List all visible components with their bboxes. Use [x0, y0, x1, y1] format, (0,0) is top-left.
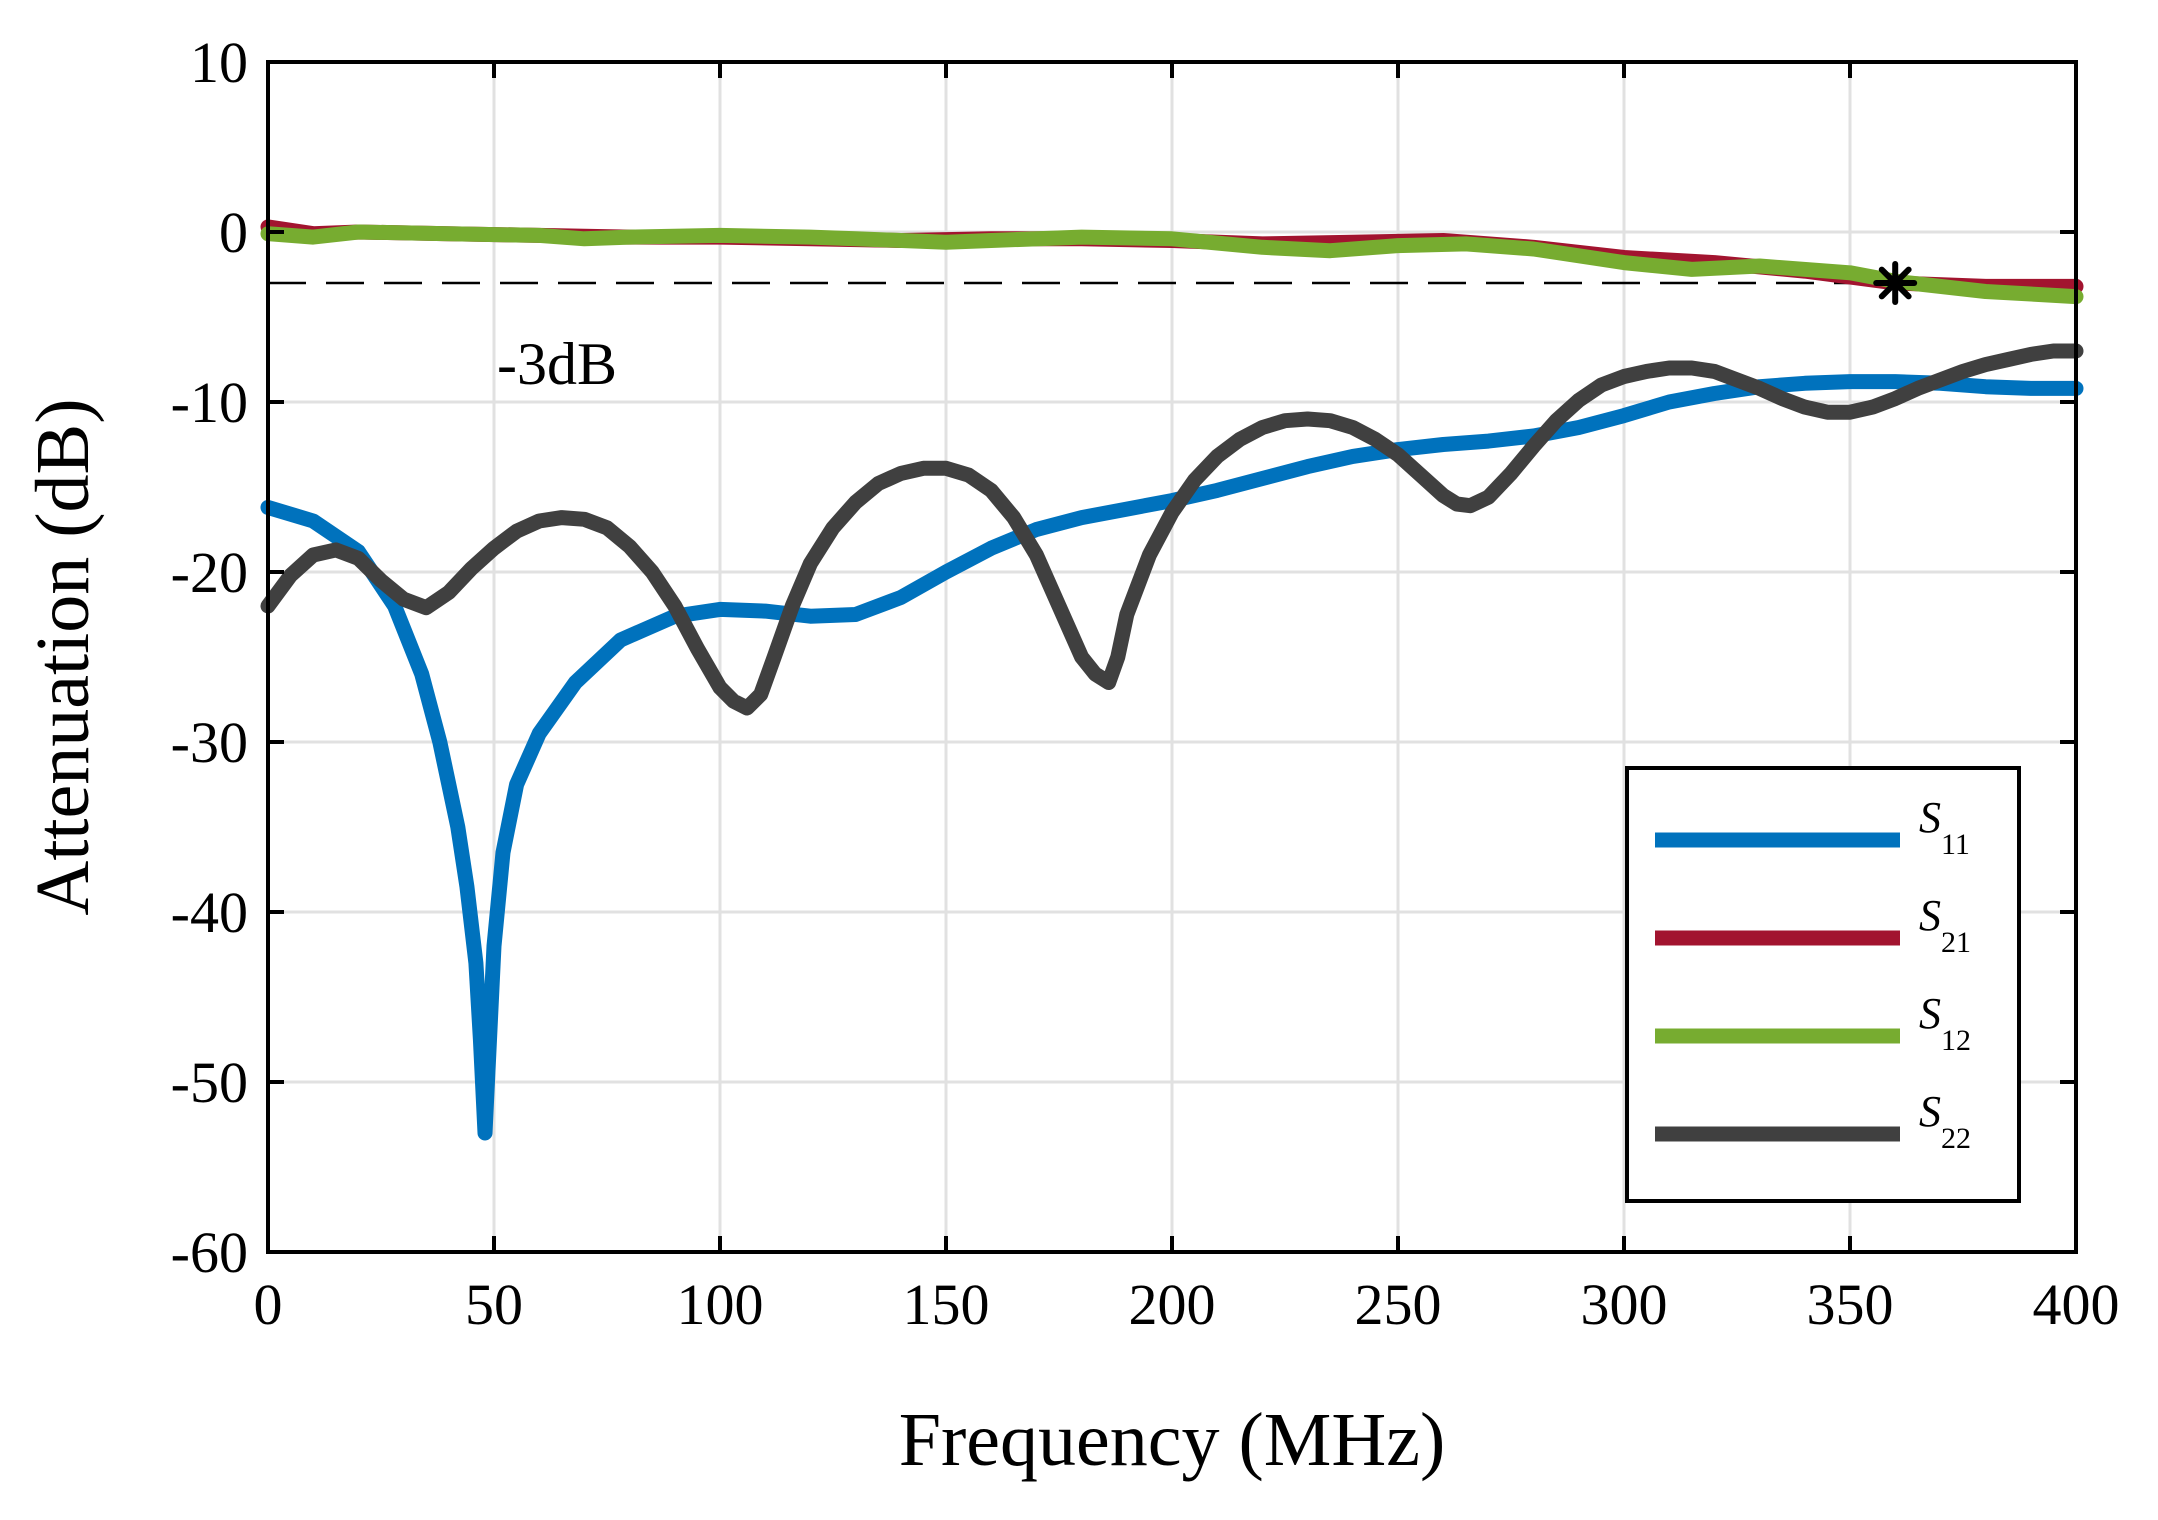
legend-symbol: S — [1919, 989, 1941, 1038]
series-layer — [260, 219, 2084, 1141]
labels-layer: 0 50 100 150 200 250 300 350 400100-10-20-30-40-… — [21, 30, 2120, 1482]
y-tick-label: -50 — [171, 1050, 248, 1115]
axes-layer — [266, 60, 2078, 1254]
y-axis-title: Attenuation (dB) — [21, 398, 105, 915]
x-tick-label: 300 — [1581, 1272, 1668, 1337]
legend-subscript: 22 — [1941, 1122, 1971, 1155]
series-line-s22 — [260, 343, 2084, 716]
x-tick-label: 50 — [465, 1272, 523, 1337]
x-tick-label: 200 — [1129, 1272, 1216, 1337]
x-axis-title: Frequency (MHz) — [899, 1398, 1446, 1482]
legend-subscript: 12 — [1941, 1024, 1971, 1057]
marker-stroke — [1878, 266, 1912, 300]
legend-symbol: S — [1919, 793, 1941, 842]
x-tick-label: 400 — [2033, 1272, 2120, 1337]
legend-symbol: S — [1919, 1087, 1941, 1136]
series-line-s11 — [260, 374, 2084, 1141]
y-tick-label: -60 — [171, 1220, 248, 1285]
y-tick-label: -20 — [171, 540, 248, 605]
threshold-label: -3dB — [497, 331, 617, 397]
x-tick-label: 100 — [677, 1272, 764, 1337]
legend-entry-s21: S21 — [1655, 891, 1971, 959]
legend-symbol: S — [1919, 891, 1941, 940]
y-tick-label: 10 — [190, 30, 248, 95]
x-tick-label: 0 — [254, 1272, 283, 1337]
x-tick-label: 350 — [1807, 1272, 1894, 1337]
x-tick-label: 250 — [1355, 1272, 1442, 1337]
y-tick-label: 0 — [219, 200, 248, 265]
legend-entry-s12: S12 — [1655, 989, 1971, 1057]
legend-subscript: 21 — [1941, 926, 1971, 959]
x-tick-label: 150 — [903, 1272, 990, 1337]
y-tick-label: -10 — [171, 370, 248, 435]
y-tick-label: -30 — [171, 710, 248, 775]
series-line-s12 — [260, 224, 2084, 305]
legend-subscript: 11 — [1941, 828, 1970, 861]
legend-entry-s11: S11 — [1655, 793, 1970, 861]
crossing-marker — [1873, 261, 1918, 305]
y-tick-label: -40 — [171, 880, 248, 945]
legend-entry-s22: S22 — [1655, 1087, 1971, 1155]
